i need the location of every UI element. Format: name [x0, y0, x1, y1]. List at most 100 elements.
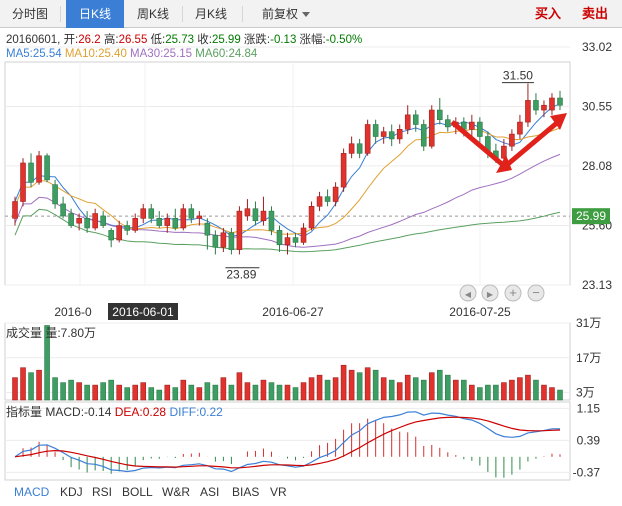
crosshair-date-box — [108, 303, 178, 320]
ma60-label: MA60:24.84 — [195, 48, 258, 60]
annotation-arrowhead-down — [496, 155, 512, 173]
volume-bar — [372, 369, 379, 401]
volume-bar — [533, 379, 539, 401]
candle-body — [188, 208, 195, 219]
candle-body — [228, 232, 235, 250]
volume-bar — [300, 382, 307, 401]
candle-body — [212, 234, 219, 248]
macd-tick-label: 1.15 — [577, 401, 601, 415]
candle-body — [428, 109, 435, 147]
volume-bar — [164, 384, 171, 401]
candle-body — [92, 213, 98, 229]
price-tick-label: 30.55 — [582, 99, 612, 113]
candle-body — [276, 230, 283, 246]
diff-line — [14, 411, 560, 473]
volume-bar — [12, 377, 18, 401]
adjust-dropdown[interactable]: 前复权 — [250, 0, 322, 28]
zoom-in-icon[interactable]: + — [504, 284, 522, 302]
candle-body — [412, 114, 419, 125]
macd-title: 指标量 MACD:-0.14 DEA:0.28 DIFF:0.22 — [6, 403, 223, 420]
candle-body — [501, 145, 507, 159]
volume-bar — [324, 379, 331, 401]
scroll-right-icon[interactable]: ▶ — [481, 284, 499, 302]
volume-bar — [436, 369, 443, 401]
tab-wr[interactable]: W&R — [162, 485, 190, 499]
price-tick-label: 28.08 — [582, 159, 612, 173]
high-mark-label: 31.50 — [503, 69, 533, 83]
candle-body — [164, 218, 171, 226]
volume-title: 成交量 量:7.80万 — [6, 326, 97, 340]
candle-body — [44, 155, 50, 181]
ma30-label: MA30:25.15 — [130, 48, 193, 60]
tab-asi[interactable]: ASI — [200, 485, 220, 499]
tab-daily-k[interactable]: 日K线 — [66, 0, 124, 28]
high-value: 26.55 — [118, 34, 148, 46]
volume-bar — [364, 367, 371, 401]
volume-bar — [348, 369, 355, 401]
candle-body — [20, 162, 26, 202]
volume-bar — [180, 379, 187, 401]
buy-button[interactable]: 买入 — [535, 6, 562, 21]
volume-bar — [549, 387, 555, 401]
volume-bar — [108, 379, 114, 401]
candle-body — [284, 237, 291, 246]
candle-body — [68, 213, 74, 226]
tab-macd[interactable]: MACD — [14, 485, 50, 499]
change-value: -0.13 — [270, 34, 297, 46]
candle-body — [12, 201, 18, 219]
macd-tick-label: 0.39 — [577, 433, 601, 447]
candle-body — [108, 230, 114, 241]
candle-body — [132, 218, 139, 231]
volume-bar — [236, 372, 243, 401]
open-label: 开: — [63, 34, 79, 46]
low-label: 低: — [150, 34, 166, 46]
candle-body — [28, 162, 34, 183]
volume-bar — [68, 379, 74, 401]
volume-bar — [76, 382, 82, 401]
annotation-arrow-down — [450, 120, 505, 167]
volume-bar — [196, 387, 203, 401]
volume-bar — [20, 367, 26, 401]
candle-body — [268, 210, 275, 231]
sell-button[interactable]: 卖出 — [582, 6, 609, 21]
volume-tick-label: 17万 — [576, 351, 601, 365]
volume-bar — [204, 382, 211, 401]
chevron-down-icon — [302, 12, 310, 18]
indicator-label: 指标量 — [6, 405, 43, 419]
candle-body — [477, 121, 483, 137]
candle-body — [332, 186, 339, 202]
volume-bar — [188, 384, 195, 401]
volume-bar — [244, 382, 251, 401]
tab-vr[interactable]: VR — [270, 485, 287, 499]
candle-body — [388, 131, 395, 140]
volume-tick-label: 3万 — [576, 386, 595, 400]
zoom-out-icon[interactable]: − — [527, 284, 545, 302]
volume-bar — [557, 389, 563, 401]
tab-boll[interactable]: BOLL — [122, 485, 153, 499]
tab-monthly-k[interactable]: 月K线 — [194, 7, 227, 21]
volume-bar — [332, 377, 339, 401]
high-label: 高: — [103, 34, 119, 46]
candle-body — [36, 155, 42, 183]
volume-bar — [340, 364, 347, 401]
adjust-dropdown-label: 前复权 — [261, 7, 298, 21]
volume-bar — [308, 377, 315, 401]
tab-rsi[interactable]: RSI — [92, 485, 113, 499]
candle-body — [60, 203, 66, 217]
candle-body — [84, 218, 90, 229]
tab-bias[interactable]: BIAS — [232, 485, 260, 499]
candle-body — [196, 215, 203, 219]
volume-bar — [268, 382, 275, 401]
quote-line: 20160601, 开:26.2 高:26.55 低:25.73 收:25.99… — [6, 34, 363, 46]
tab-kdj[interactable]: KDJ — [60, 485, 83, 499]
volume-bar — [228, 384, 235, 401]
tab-timeshare[interactable]: 分时图 — [11, 7, 48, 21]
candle-body — [124, 225, 130, 231]
tab-weekly-k[interactable]: 周K线 — [136, 7, 169, 21]
volume-bar — [453, 379, 459, 401]
volume-bar — [461, 379, 467, 401]
scroll-left-icon[interactable]: ◀ — [459, 284, 477, 302]
volume-bar — [380, 377, 387, 401]
volume-bar — [140, 382, 147, 401]
